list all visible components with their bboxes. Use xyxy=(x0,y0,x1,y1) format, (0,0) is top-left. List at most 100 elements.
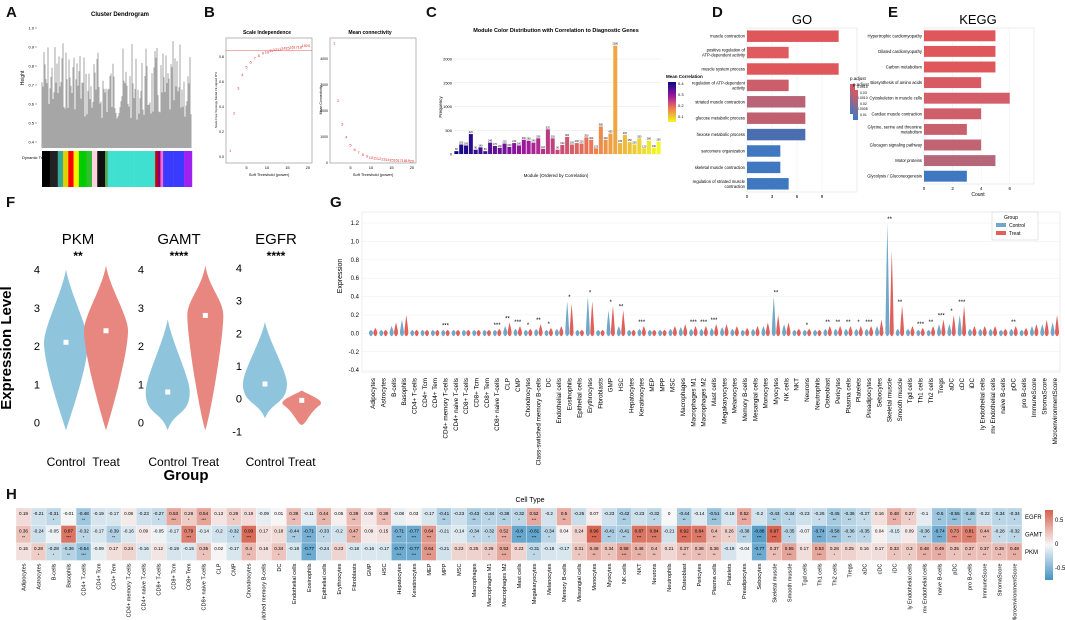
cell-violin-treat xyxy=(1044,319,1049,337)
cell-violin-control xyxy=(720,326,725,337)
panel-g-ytick: 1.0 xyxy=(351,239,360,245)
heatmap-col-label: Hepatocytes xyxy=(397,563,403,594)
panel-c-bar xyxy=(483,151,488,154)
heatmap-cell-value: 0.08 xyxy=(124,511,133,516)
panel-e-kegg: KEGG 0 2 4 6 Hypertrophic cardiomyopathy Dila… xyxy=(853,12,1035,198)
conn-xtick: 20 xyxy=(410,165,415,170)
heatmap-cell-value: -0.31 xyxy=(48,511,59,516)
heatmap-cell-stars: ** xyxy=(292,535,296,540)
heatmap-cell-value: -0.09 xyxy=(93,546,104,551)
panel-c-bar-label: 130 xyxy=(498,145,503,148)
violin-ytick: 3 xyxy=(34,303,40,315)
cell-violin-treat xyxy=(951,314,956,337)
panel-c-ytick: 1500 xyxy=(443,80,453,85)
panel-c-bar-label: 350 xyxy=(584,134,589,137)
heatmap-cell-value: 0.84 xyxy=(695,529,704,534)
heatmap-cell-value: -0.14 xyxy=(454,529,465,534)
hbar xyxy=(924,170,967,182)
panel-c-bar-label: 360 xyxy=(565,134,570,137)
panel-c-bar-label: 140 xyxy=(478,144,483,147)
heatmap-cell-value: 0.04 xyxy=(560,529,569,534)
hbar-category-label: contraction xyxy=(725,184,746,189)
cell-violin-treat xyxy=(900,305,905,337)
panel-a-ytick: 1.0 xyxy=(28,26,34,31)
heatmap-cell-value: 0.44 xyxy=(980,529,989,534)
cell-type-label: Smooth muscle xyxy=(897,378,904,422)
heatmap-cell-value: 0.48 xyxy=(920,546,929,551)
heatmap-cell-value: 0.47 xyxy=(349,529,358,534)
cell-violin-treat xyxy=(889,250,894,337)
heatmap-cell-value: -0.48 xyxy=(78,511,89,516)
cell-violin-treat xyxy=(579,329,584,337)
cell-violin-treat xyxy=(394,322,399,337)
hbar-category-label: Dilated cardiomyopathy xyxy=(878,49,923,54)
heatmap-col-label: MEP xyxy=(427,563,433,575)
panel-c-bar-label: 60 xyxy=(455,148,458,151)
panel-c-bar xyxy=(632,144,637,154)
panel-g-cell-violins: Expression 1.2 1.0 0.8 0.6 0.4 0.2 0.0 -0.2 -0.4… xyxy=(337,211,1061,465)
heatmap-legend-gradient xyxy=(1045,510,1053,580)
panel-c-ytick: 0 xyxy=(450,152,453,157)
group-label: Treat xyxy=(192,455,220,469)
heatmap-cell-value: -0.23 xyxy=(454,511,465,516)
panel-g-ytick: -0.4 xyxy=(349,368,360,374)
heatmap-col-label: Monocytes xyxy=(592,563,598,590)
cell-violin-control xyxy=(854,328,859,337)
heatmap-cell-value: -0.27 xyxy=(153,511,164,516)
panel-c-bar xyxy=(560,144,565,154)
heatmap-cell-value: 0.17 xyxy=(109,546,118,551)
heatmap-cell-value: -0.17 xyxy=(379,546,390,551)
hbar-category-label: Carbon metabolism xyxy=(886,65,923,70)
panel-d-legend-gradient xyxy=(850,84,855,114)
panel-label-e: E xyxy=(888,4,899,21)
heatmap-cell-stars: ** xyxy=(848,535,852,540)
heatmap-cell-value: 0.12 xyxy=(154,546,163,551)
heatmap-cell-value: -0.77 xyxy=(304,546,315,551)
cell-violin-treat xyxy=(517,326,522,337)
panel-c-bar xyxy=(526,140,531,154)
heatmap-cell-stars: *** xyxy=(832,535,837,540)
cell-violin-control xyxy=(823,328,828,337)
heatmap-cell-stars: * xyxy=(323,535,325,540)
scale-ytick: 0.8 xyxy=(219,55,224,59)
panel-e-legend-gradient xyxy=(853,90,858,120)
panel-g-plot-area xyxy=(361,211,1061,373)
hbar xyxy=(747,145,781,157)
heatmap-cell-stars: ** xyxy=(923,535,927,540)
heatmap-cell-value: 0.35 xyxy=(199,546,208,551)
cell-violin-treat xyxy=(652,329,657,337)
cell-violin-control xyxy=(1050,322,1055,337)
conn-point: 5 xyxy=(349,142,352,147)
heatmap-cell-value: -0.19 xyxy=(168,546,179,551)
cell-type-label: MicroenvironmentScore xyxy=(1052,378,1059,445)
violin-ytick: 4 xyxy=(236,263,242,275)
heatmap-cell-stars: *** xyxy=(397,552,402,557)
cell-violin-treat xyxy=(1013,326,1018,337)
panel-a-title: Cluster Dendrogram xyxy=(91,12,149,18)
heatmap-cell-stars: * xyxy=(488,517,490,522)
cell-violin-treat xyxy=(858,326,863,337)
hbar-category-label: hexose metabolic process xyxy=(697,132,745,137)
heatmap-cell-stars: *** xyxy=(937,535,942,540)
hbar-category-label: Motor proteins xyxy=(895,158,922,163)
cell-violin-significance: *** xyxy=(514,320,522,326)
heatmap-cell-stars: * xyxy=(548,535,550,540)
panel-a-ytick: 0.5 xyxy=(28,121,34,126)
cell-type-label: aDC xyxy=(949,378,956,391)
heatmap-col-label: cDC xyxy=(877,564,883,575)
heatmap-cell-value: 0.48 xyxy=(890,511,899,516)
heatmap-col-label: Neutrophils xyxy=(667,563,673,591)
scale-point: 17 xyxy=(293,44,298,49)
heatmap-col-label: Mesangial cells xyxy=(577,563,583,601)
hbar-category-label: ATP-dependent activity xyxy=(702,53,746,58)
hbar xyxy=(924,30,996,42)
heatmap-cell-stars: * xyxy=(999,517,1001,522)
heatmap-row-label: EGFR xyxy=(1025,515,1042,521)
heatmap-col-label: naive B-cells xyxy=(937,563,943,595)
cell-violin-treat xyxy=(672,326,677,337)
heatmap-cell-value: 0.81 xyxy=(965,529,974,534)
panel-a-ytick: 0.7 xyxy=(28,83,34,88)
heatmap-cell-stars: *** xyxy=(412,535,417,540)
panel-g-ytick: 1.2 xyxy=(351,221,360,227)
cell-violin-significance: *** xyxy=(638,320,646,326)
